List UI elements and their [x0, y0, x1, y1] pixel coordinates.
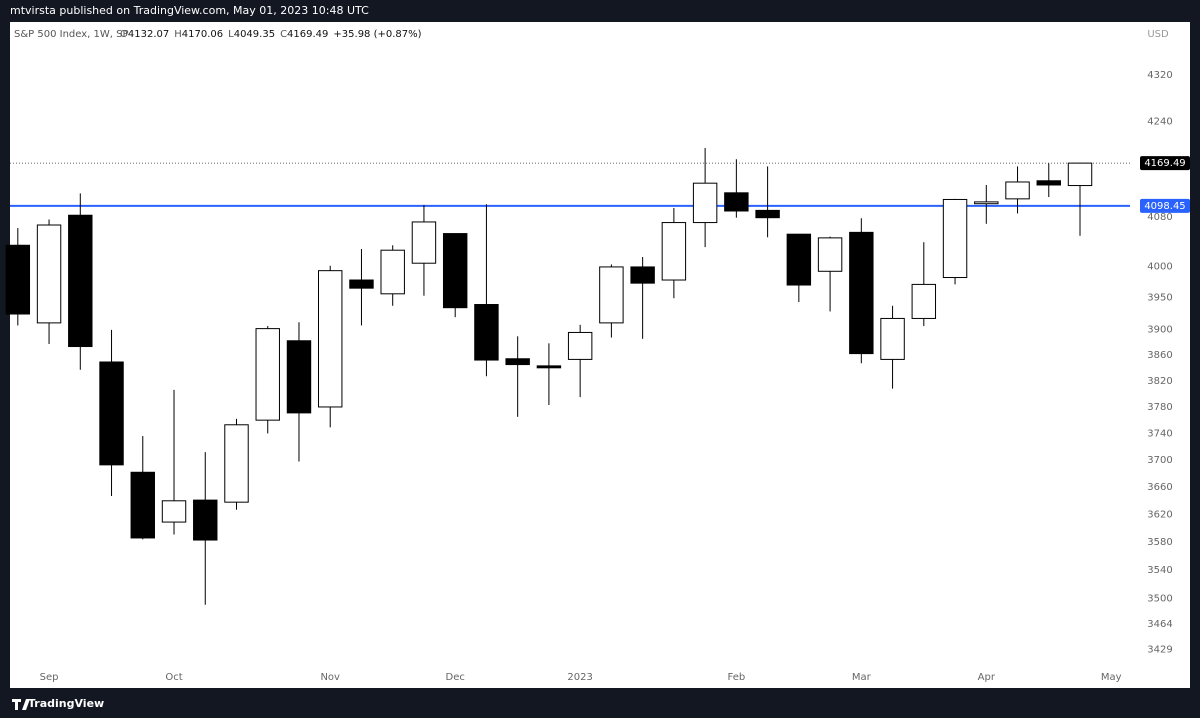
candle-body	[567, 331, 593, 360]
candle-body	[880, 317, 905, 360]
candle-body	[318, 270, 343, 408]
candle-body	[99, 361, 124, 466]
y-tick-label: 3500	[1147, 593, 1172, 604]
y-tick-label: 4240	[1147, 116, 1172, 127]
candle-body	[692, 182, 718, 224]
legend-key: H	[174, 29, 182, 40]
candle-body	[130, 471, 155, 539]
candle-body	[193, 499, 218, 541]
y-tick-label: 3740	[1147, 428, 1172, 439]
candle-body	[380, 249, 405, 295]
candle-body	[724, 192, 749, 212]
last-price-label: 4169.49	[1144, 158, 1185, 169]
symbol: S&P 500 Index, 1W, SP	[14, 29, 129, 40]
candle-body	[474, 304, 499, 361]
legend-key: C	[280, 29, 287, 40]
candle-body	[68, 214, 93, 348]
candle-body	[286, 340, 312, 414]
y-tick-label: 4000	[1147, 261, 1172, 272]
y-tick-label: 3429	[1147, 644, 1172, 655]
publisher: mtvirsta published on TradingView.com, M…	[10, 4, 369, 17]
y-tick-label: 3950	[1147, 293, 1172, 304]
x-tick-label: May	[1101, 672, 1122, 683]
x-tick-label: Sep	[40, 672, 59, 683]
candle-body	[161, 500, 187, 523]
x-tick-label: Nov	[320, 672, 340, 683]
candle-body	[1067, 162, 1093, 187]
legend-change: +35.98 (+0.87%)	[333, 29, 421, 40]
candle-body	[1005, 181, 1030, 200]
y-tick-label: 3580	[1147, 537, 1172, 548]
y-tick-label: 3700	[1147, 455, 1172, 466]
candle-body	[911, 283, 937, 319]
y-tick-label: 4080	[1147, 212, 1172, 223]
candle-body	[442, 233, 468, 309]
candle-body	[36, 224, 62, 324]
legend-value: 4132.07	[128, 29, 169, 40]
candle-body	[5, 244, 31, 315]
candle-body	[505, 358, 530, 366]
candle-body	[849, 231, 874, 355]
currency: USD	[1147, 29, 1169, 40]
ohlc-legend: O4132.07 H4170.06 L4049.35 C4169.49 +35.98 (…	[120, 29, 422, 40]
candle-body	[942, 198, 968, 279]
last-price-badge	[1140, 156, 1190, 171]
y-tick-label: 3860	[1147, 350, 1172, 361]
chart-area	[10, 22, 1190, 688]
brand: TradingView	[28, 697, 104, 710]
candle-body	[1036, 180, 1061, 186]
candle-body	[224, 424, 249, 503]
x-tick-label: Oct	[165, 672, 182, 683]
x-tick-label: Dec	[446, 672, 465, 683]
candle-body	[599, 266, 624, 324]
candle-body	[255, 328, 280, 421]
candle-body	[630, 266, 655, 284]
candle-body	[411, 221, 437, 264]
hline-badge	[1140, 198, 1190, 213]
y-tick-label: 3780	[1147, 402, 1172, 413]
candle-body	[755, 209, 780, 219]
candle-body	[786, 233, 812, 286]
candle-body	[661, 222, 687, 281]
legend-value: 4169.49	[287, 29, 328, 40]
candle-body	[536, 365, 562, 369]
candle-body	[349, 279, 374, 289]
candle-body	[817, 237, 843, 272]
y-tick-label: 3820	[1147, 376, 1172, 387]
y-tick-label: 3900	[1147, 324, 1172, 335]
y-tick-label: 3620	[1147, 509, 1172, 520]
x-tick-label: Apr	[978, 672, 996, 683]
y-tick-label: 4320	[1147, 70, 1172, 81]
x-tick-label: Mar	[852, 672, 872, 683]
y-tick-label: 3660	[1147, 482, 1172, 493]
legend-value: 4170.06	[182, 29, 223, 40]
x-tick-label: 2023	[567, 672, 592, 683]
hline-label: 4098.45	[1144, 201, 1185, 212]
candle-body	[974, 201, 999, 205]
logo	[12, 699, 30, 710]
legend-key: O	[120, 29, 128, 40]
x-tick-label: Feb	[728, 672, 746, 683]
legend-value: 4049.35	[234, 29, 275, 40]
y-tick-label: 3540	[1147, 565, 1172, 576]
legend-key: L	[228, 29, 234, 40]
y-tick-label: 3464	[1147, 619, 1172, 630]
